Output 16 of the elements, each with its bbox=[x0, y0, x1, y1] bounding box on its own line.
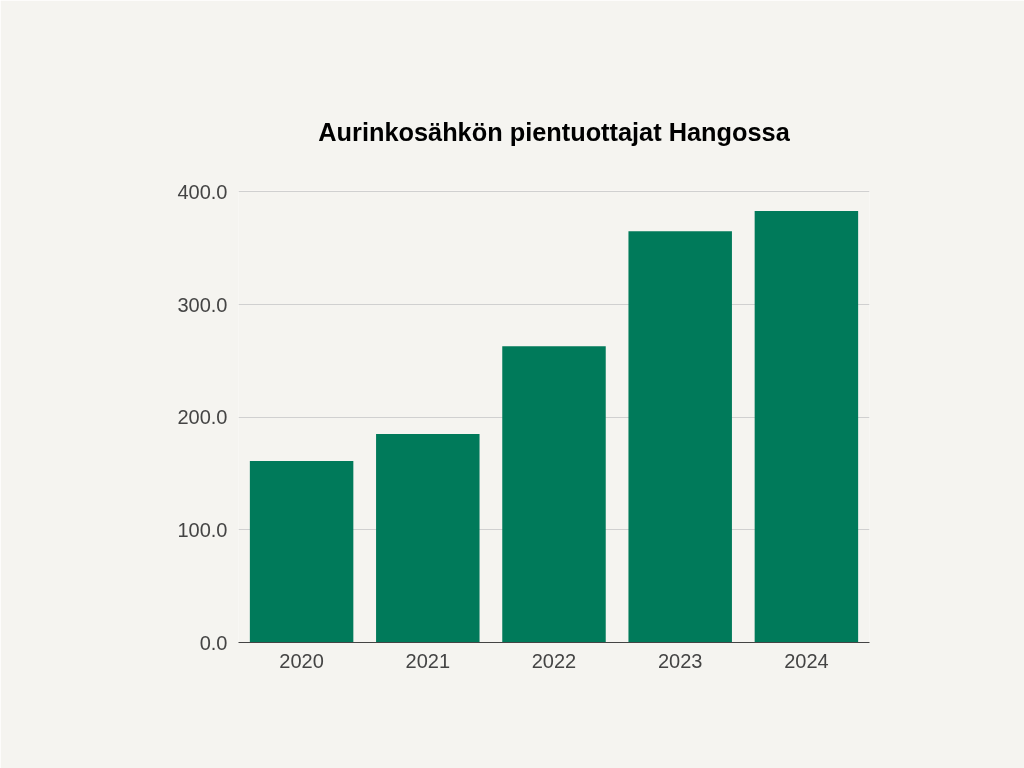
y-tick-label: 200.0 bbox=[177, 406, 228, 429]
x-tick-label: 2020 bbox=[279, 649, 324, 672]
x-tick-label: 2023 bbox=[657, 649, 703, 672]
y-tick-label: 0.0 bbox=[199, 631, 228, 654]
y-tick-label: 400.0 bbox=[177, 180, 228, 203]
y-tick-label: 300.0 bbox=[177, 293, 228, 316]
chart-title: Aurinkosähkön pientuottajat Hangossa bbox=[318, 117, 791, 146]
y-tick-label: 100.0 bbox=[177, 518, 228, 541]
x-tick-label: 2024 bbox=[784, 649, 829, 672]
x-tick-label: 2021 bbox=[405, 649, 451, 672]
x-tick-label: 2022 bbox=[531, 649, 577, 672]
bar bbox=[249, 461, 354, 643]
bar bbox=[754, 211, 859, 643]
bar bbox=[376, 434, 480, 643]
bar bbox=[502, 346, 606, 643]
bar bbox=[628, 231, 732, 643]
